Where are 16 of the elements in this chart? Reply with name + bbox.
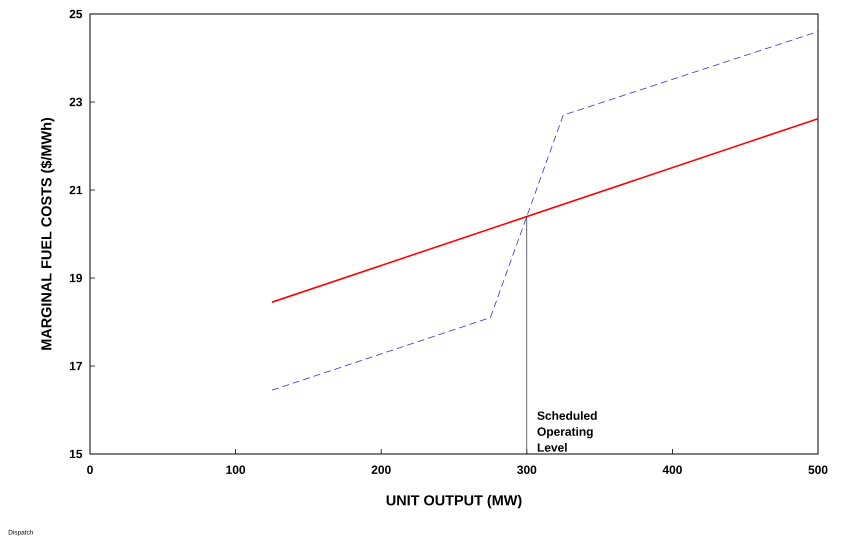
x-tick-label: 500 [808,466,828,474]
y-axis-title: MARGINAL FUEL COSTS ($/MWh) [40,118,54,350]
x-tick-label: 400 [662,466,682,474]
x-tick-label: 300 [517,466,536,474]
y-tick-label: 23 [70,98,82,106]
y-tick-label: 19 [70,274,82,282]
x-tick-label: 100 [226,466,246,474]
y-tick-label: 21 [70,186,82,194]
x-tick-label: 0 [87,466,93,474]
line-series [272,31,818,391]
y-tick-label: 25 [70,10,82,18]
ref-line-label: Scheduled Operating Level [537,411,597,452]
y-tick-label: 17 [70,362,82,370]
x-axis-title: UNIT OUTPUT (MW) [386,494,522,508]
x-tick-label: 200 [372,466,391,474]
y-tick-label: 15 [70,450,82,458]
